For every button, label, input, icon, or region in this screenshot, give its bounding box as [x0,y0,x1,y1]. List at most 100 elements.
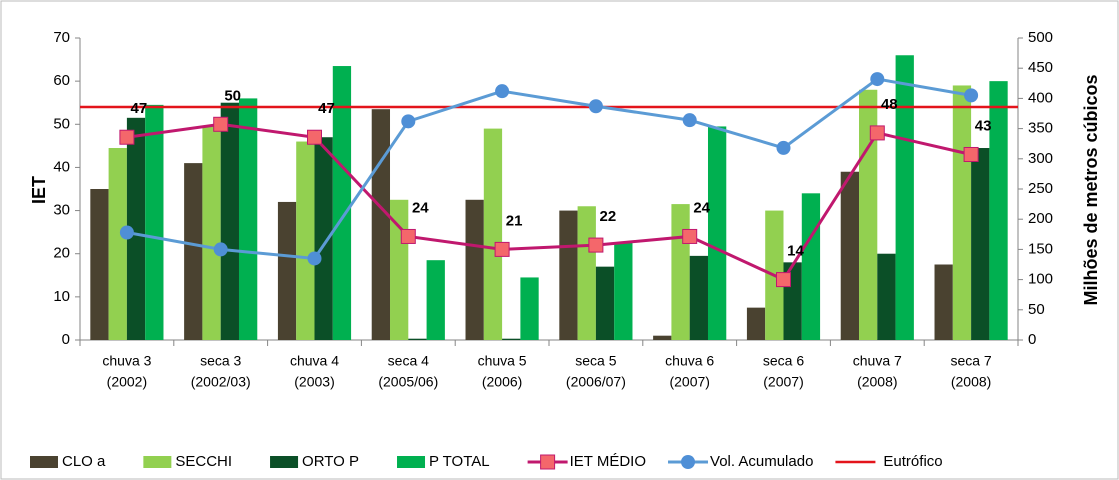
line-marker [869,125,885,141]
line-marker [213,116,229,132]
data-label: 43 [975,117,992,134]
x-tick-label: seca 4 [388,353,429,369]
x-tick-label: (2008) [951,374,991,390]
line-marker [682,113,697,128]
y2-tick-label: 150 [1028,240,1053,257]
legend-label: IET MÉDIO [570,453,646,470]
bar [971,148,990,340]
bar [108,148,127,340]
line-marker [682,228,698,244]
legend-label: CLO a [62,453,106,470]
bar [934,264,953,340]
bar [332,66,352,341]
legend-swatch [270,456,299,468]
x-tick-label: (2006/07) [566,374,626,390]
bar [220,102,239,340]
line-marker [307,129,322,145]
y2-tick-label: 50 [1028,301,1045,318]
legend-label: Vol. Acumulado [710,453,813,470]
bar [671,204,690,340]
bar [707,126,727,340]
y2-tick-label: 300 [1028,150,1053,167]
bar [371,109,391,340]
bar [577,206,596,340]
x-tick-label: chuva 3 [102,353,151,369]
bar [145,104,164,340]
x-tick-label: chuva 6 [665,353,714,369]
line-marker [870,72,885,87]
line-marker [588,99,603,114]
x-tick-label: chuva 4 [290,353,339,369]
data-label: 50 [224,87,241,104]
x-tick-label: seca 3 [200,353,241,369]
y-tick-label: 10 [53,288,70,305]
bar [952,85,972,340]
line-marker [964,88,979,103]
x-tick-label: (2008) [857,374,897,390]
bar [520,277,539,340]
line-marker [963,146,979,162]
line-marker [494,241,510,257]
bar [426,260,445,340]
y2-tick-label: 450 [1028,59,1053,76]
line-marker [495,84,510,99]
bar [801,193,821,340]
bar [559,210,578,340]
x-tick-label: seca 7 [950,353,991,369]
y-tick-label: 60 [53,72,70,89]
y2-tick-label: 250 [1028,180,1053,197]
bar [296,141,315,340]
bar [895,55,914,340]
y2-tick-label: 0 [1028,331,1036,348]
line [126,77,972,261]
x-tick-label: (2006) [482,374,522,390]
bar [989,81,1008,341]
y-tick-label: 20 [53,245,70,262]
bar [126,117,146,340]
bar [90,189,109,340]
y-tick-label: 70 [53,29,70,46]
line-marker [119,129,135,145]
x-tick-label: (2007) [669,374,709,390]
y-tick-label: 0 [62,331,70,348]
legend-label: P TOTAL [429,453,490,470]
data-label: 24 [412,199,429,216]
data-label: 47 [131,100,148,117]
bar [614,242,633,340]
y-axis-title: IET [29,176,49,204]
bar [314,137,333,340]
y2-tick-label: 400 [1028,89,1053,106]
legend-marker [681,455,696,469]
bar [184,163,203,340]
x-tick-label: seca 5 [575,353,616,369]
line-marker [119,225,134,240]
bar [877,253,896,340]
line-marker [307,251,322,266]
y2-tick-label: 200 [1028,210,1053,227]
legend-swatch [143,456,172,468]
line-marker [213,242,228,257]
x-tick-label: (2005/06) [378,374,438,390]
bar [689,255,708,340]
x-tick-label: (2002/03) [191,374,251,390]
line-marker [401,114,416,129]
bar [595,266,615,340]
data-label: 21 [506,212,523,229]
data-label: 22 [600,208,617,225]
bar [277,201,297,340]
x-tick-label: chuva 5 [478,353,527,369]
legend-marker [540,454,556,470]
x-tick-label: (2007) [763,374,803,390]
y-tick-label: 30 [53,202,70,219]
bar [746,307,766,340]
bar [408,338,427,340]
bar [502,338,521,340]
legend-label: ORTO P [302,453,359,470]
y2-tick-label: 500 [1028,29,1053,46]
line-marker [400,228,416,244]
legend-swatch [30,456,58,468]
line [126,122,972,282]
bar [483,128,503,340]
